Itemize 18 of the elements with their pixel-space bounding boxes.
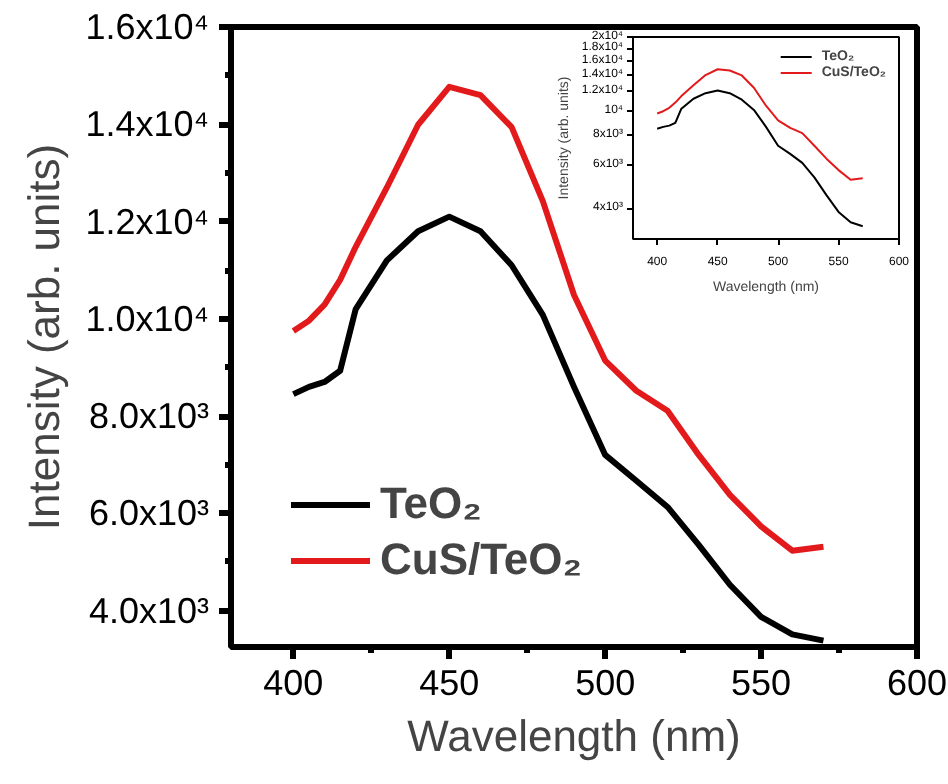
line-series <box>290 213 827 644</box>
y-tick-label: 1.4x10⁴ <box>85 104 210 145</box>
x-tick-label: 600 <box>886 663 948 703</box>
y-tick-label: 1.0x10⁴ <box>85 298 210 339</box>
x-tick-label: 450 <box>419 663 480 703</box>
x-tick-label: 400 <box>263 663 324 703</box>
y-tick-label: 6.0x10³ <box>88 493 210 534</box>
x-tick-label: 550 <box>731 663 792 703</box>
x-axis-title: Wavelength (nm) <box>407 711 741 761</box>
legend-label: CuS/TeO₂ <box>380 534 583 586</box>
line-series <box>656 89 864 228</box>
x-tick-label: 500 <box>575 663 636 703</box>
legend-label: TeO₂ <box>380 478 482 530</box>
y-axis-title: Intensity (arb. units) <box>19 143 70 531</box>
y-tick-label: 1.6x10⁴ <box>85 7 210 47</box>
y-tick-label: 4.0x10³ <box>88 590 210 631</box>
y-tick-label: 8.0x10³ <box>88 396 210 437</box>
y-tick-label: 1.2x10⁴ <box>85 201 210 242</box>
